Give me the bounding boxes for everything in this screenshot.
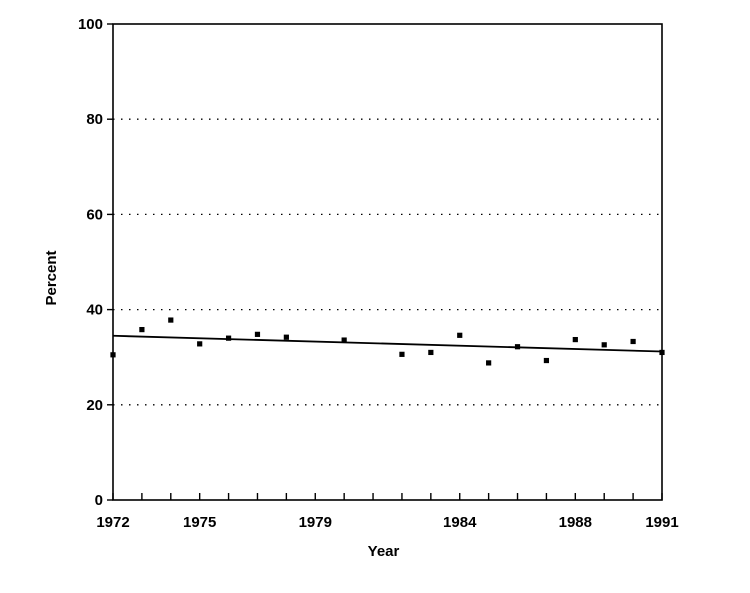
trend-line-layer <box>112 334 663 353</box>
y-tick-label-0: 0 <box>95 492 103 509</box>
data-point-1977 <box>254 331 261 337</box>
data-point-1982 <box>399 351 405 357</box>
data-point-1976 <box>225 335 232 341</box>
trend-line <box>112 334 663 353</box>
plot-frame <box>112 23 663 501</box>
x-tick-labels: 1972 1975 1979 1984 1988 1991 <box>96 514 678 531</box>
data-point-1980 <box>341 337 347 343</box>
x-tick-label-1972: 1972 <box>96 514 129 531</box>
data-point-1987 <box>543 357 550 364</box>
x-tick-label-1988: 1988 <box>559 514 592 531</box>
data-point-1974 <box>168 317 174 323</box>
data-point-1990 <box>630 338 636 345</box>
data-point-1973 <box>139 326 145 333</box>
y-axis-title: Percent <box>43 250 60 305</box>
data-point-1983 <box>428 349 434 356</box>
data-point-1984 <box>457 332 463 338</box>
y-tick-labels: 0 20 40 60 80 100 <box>78 16 103 509</box>
y-tick-label-100: 100 <box>78 16 103 33</box>
axis-ticks <box>107 23 663 501</box>
x-tick-label-1984: 1984 <box>443 514 477 531</box>
data-point-1985 <box>486 360 492 366</box>
data-point-1975 <box>197 341 203 347</box>
x-tick-label-1991: 1991 <box>645 514 678 531</box>
data-point-1988 <box>572 336 578 343</box>
grid-lines <box>113 118 662 406</box>
x-axis-title: Year <box>368 543 400 560</box>
x-tick-label-1979: 1979 <box>299 514 332 531</box>
y-tick-label-40: 40 <box>86 302 103 319</box>
y-tick-label-20: 20 <box>86 397 103 414</box>
y-tick-label-80: 80 <box>86 111 103 128</box>
y-tick-label-60: 60 <box>86 206 103 223</box>
data-point-1978 <box>283 334 289 340</box>
data-point-1989 <box>601 342 607 348</box>
data-points <box>110 317 665 366</box>
x-tick-label-1975: 1975 <box>183 514 216 531</box>
data-point-1986 <box>514 344 521 350</box>
